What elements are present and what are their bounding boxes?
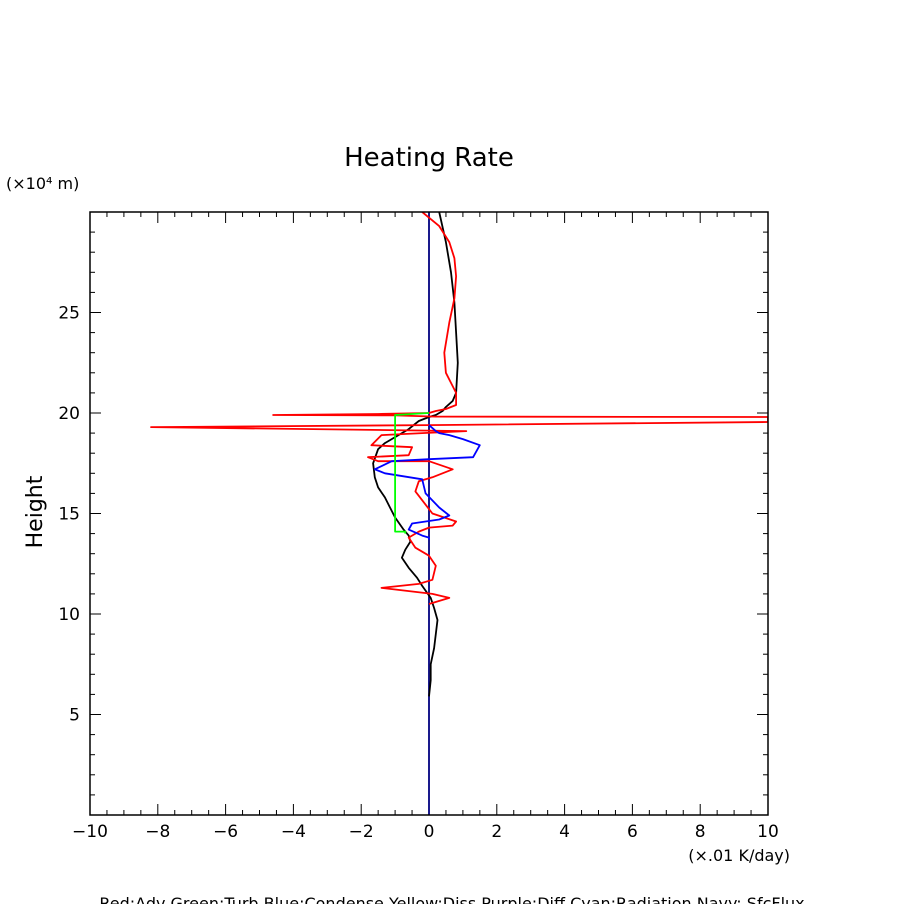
x-axis-unit: (×.01 K/day) (688, 846, 790, 865)
legend-footer: Red:Adv Green:Turb Blue:Condense Yellow:… (99, 894, 804, 904)
y-axis-unit: (×10⁴ m) (6, 174, 79, 193)
y-tick-label: 20 (58, 404, 80, 424)
y-tick-label: 10 (58, 605, 80, 625)
series-lines (150, 212, 768, 815)
x-tick-label: 8 (695, 822, 706, 842)
x-tick-label: 2 (491, 822, 502, 842)
x-tick-label: −4 (281, 822, 306, 842)
y-tick-label: 5 (69, 706, 80, 726)
axis-tick-labels: −10 −8 −6 −4 −2 0 2 4 6 8 10 5 10 15 20 25 (58, 304, 778, 843)
series-line-1 (372, 212, 459, 697)
series-line-4 (394, 412, 430, 534)
x-tick-label: −6 (213, 822, 238, 842)
y-tick-label: 15 (58, 505, 80, 525)
chart-title: Heating Rate (344, 143, 514, 173)
x-tick-label: 4 (559, 822, 570, 842)
series-line-3 (373, 424, 481, 540)
x-tick-label: −2 (349, 822, 374, 842)
x-tick-label: 6 (627, 822, 638, 842)
x-tick-label: 10 (757, 822, 779, 842)
plot-frame (89, 211, 769, 816)
series-line-2 (150, 212, 768, 605)
x-tick-label: −8 (145, 822, 170, 842)
x-tick-label: 0 (424, 822, 435, 842)
y-tick-label: 25 (58, 304, 80, 324)
x-tick-label: −10 (72, 822, 108, 842)
y-axis-label: Height (23, 475, 48, 548)
